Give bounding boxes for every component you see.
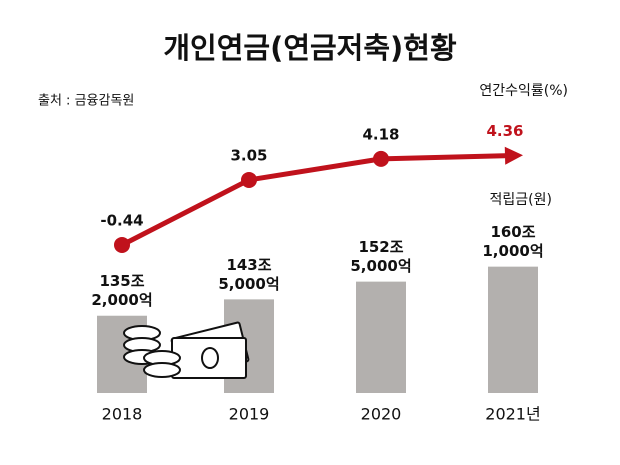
line-value-label: -0.44 <box>100 211 143 229</box>
line-value-label: 4.36 <box>486 122 523 140</box>
bar-value-label: 5,000억 <box>218 275 279 293</box>
bar-value-label: 1,000억 <box>482 242 543 260</box>
line-point <box>241 171 257 188</box>
line-value-label: 4.18 <box>362 125 399 143</box>
coins-illustration <box>123 321 250 379</box>
bar-value-label: 160조 <box>490 223 535 241</box>
x-tick-label: 2021년 <box>485 405 540 424</box>
legend-label: 적립금(원) <box>490 192 552 208</box>
line-arrowhead <box>504 146 523 165</box>
line <box>120 153 514 248</box>
line-point <box>114 236 130 253</box>
source: 출처 : 금융감독원 <box>38 94 134 109</box>
bar-value-label: 135조 <box>99 272 144 290</box>
line-point <box>373 150 389 167</box>
bar-value-label: 5,000억 <box>350 257 411 275</box>
line-value-label: 3.05 <box>230 146 267 164</box>
bar-value-label: 2,000억 <box>91 291 152 309</box>
x-tick-label: 2019 <box>229 405 270 424</box>
legend-label: 연간수익률(%) <box>479 83 568 99</box>
bar <box>356 281 406 393</box>
chart-title: 개인연금(연금저축)현황 <box>163 31 457 65</box>
x-tick-label: 2020 <box>361 405 402 424</box>
bar-value-label: 143조 <box>226 256 271 274</box>
bar-value-label: 152조 <box>358 238 403 256</box>
x-tick-label: 2018 <box>102 405 143 424</box>
bar <box>488 266 538 393</box>
